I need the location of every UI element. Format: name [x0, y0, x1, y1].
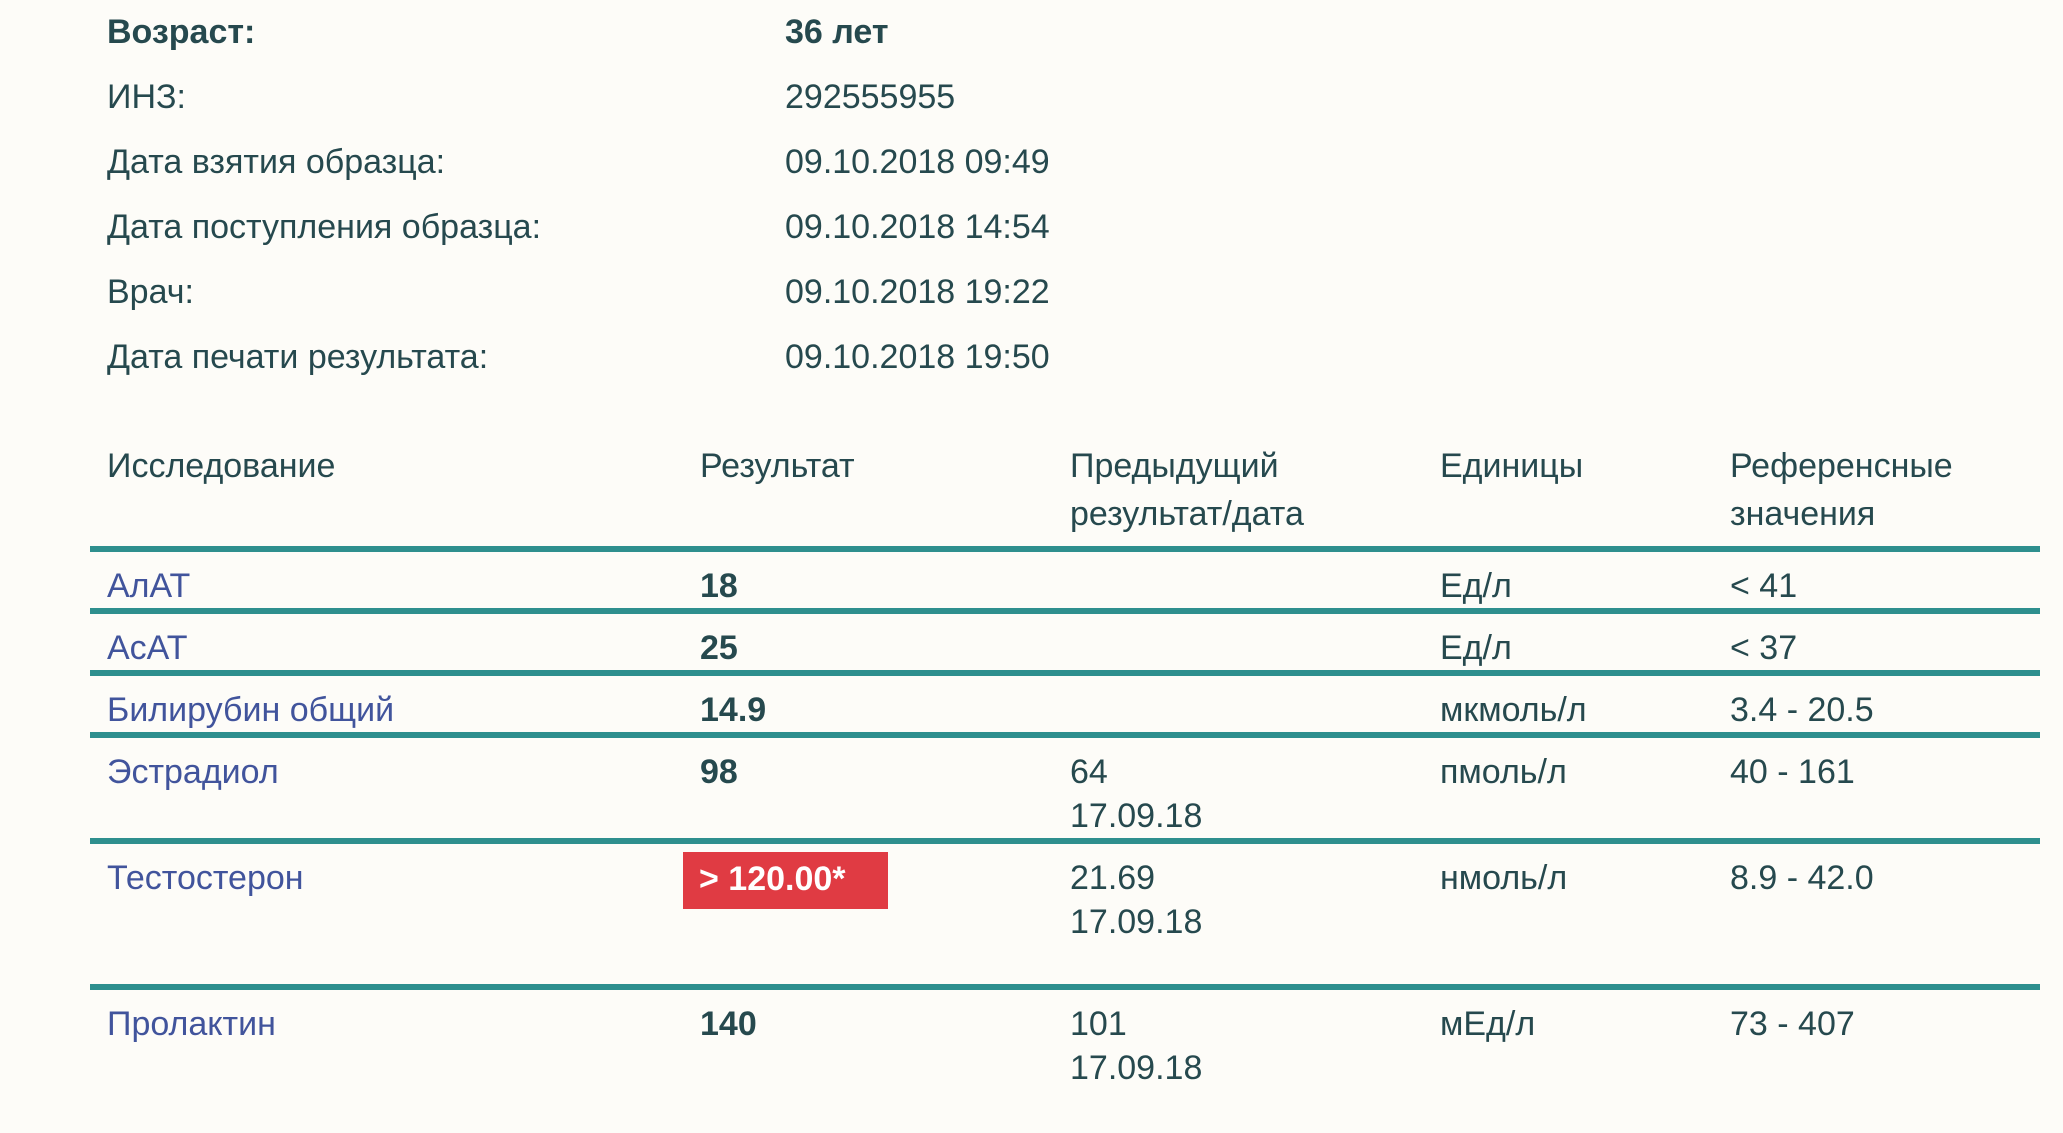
result-value: 18 — [700, 567, 738, 605]
info-label: Врач: — [107, 273, 194, 311]
test-name: АсАТ — [107, 629, 188, 667]
reference-value: < 41 — [1730, 567, 1798, 605]
info-label: Дата поступления образца: — [107, 208, 542, 246]
info-value: 09.10.2018 09:49 — [785, 143, 1050, 181]
previous-date: 17.09.18 — [1070, 1049, 1203, 1087]
info-value: 09.10.2018 19:22 — [785, 273, 1050, 311]
info-value: 292555955 — [785, 78, 956, 116]
table-header-row: Исследование Результат Предыдущий резуль… — [90, 442, 2040, 552]
header-result: Результат — [700, 442, 1070, 552]
previous-date: 17.09.18 — [1070, 903, 1203, 941]
header-reference: Референсные значения — [1730, 442, 2040, 552]
previous-date: 17.09.18 — [1070, 797, 1203, 835]
info-row-sample-taken: Дата взятия образца: 09.10.2018 09:49 — [107, 140, 2063, 205]
previous-value: 101 — [1070, 1005, 1127, 1043]
patient-info-section: Возраст: 36 лет ИНЗ: 292555955 Дата взят… — [0, 0, 2063, 400]
info-row-age: Возраст: 36 лет — [107, 10, 2063, 75]
table-row-estradiol: Эстрадиол 98 64 17.09.18 пмоль/л 40 - 16… — [90, 735, 2040, 841]
header-units: Единицы — [1440, 442, 1730, 552]
result-value: 140 — [700, 1005, 757, 1043]
info-row-print-date: Дата печати результата: 09.10.2018 19:50 — [107, 335, 2063, 400]
table-row-bilirubin: Билирубин общий 14.9 мкмоль/л 3.4 - 20.5 — [90, 673, 2040, 735]
info-label: Возраст: — [107, 13, 256, 51]
units-value: нмоль/л — [1440, 859, 1568, 897]
units-value: мкмоль/л — [1440, 691, 1587, 729]
units-value: мЕд/л — [1440, 1005, 1536, 1043]
info-label: ИНЗ: — [107, 78, 186, 116]
units-value: Ед/л — [1440, 567, 1512, 605]
test-name: Тестостерон — [107, 859, 304, 897]
test-name: Пролактин — [107, 1005, 276, 1043]
result-value: 14.9 — [700, 691, 767, 729]
test-name: Эстрадиол — [107, 753, 279, 791]
info-label: Дата взятия образца: — [107, 143, 446, 181]
info-label: Дата печати результата: — [107, 338, 489, 376]
table-row-asat: АсАТ 25 Ед/л < 37 — [90, 611, 2040, 673]
info-value: 09.10.2018 14:54 — [785, 208, 1050, 246]
result-value: 98 — [700, 753, 738, 791]
previous-value: 64 — [1070, 753, 1108, 791]
test-name: Билирубин общий — [107, 691, 395, 729]
table-row-alat: АлАТ 18 Ед/л < 41 — [90, 549, 2040, 611]
units-value: Ед/л — [1440, 629, 1512, 667]
reference-value: 3.4 - 20.5 — [1730, 691, 1874, 729]
table-row-prolactin: Пролактин 140 101 17.09.18 мЕд/л 73 - 40… — [90, 987, 2040, 1090]
info-row-doctor: Врач: 09.10.2018 19:22 — [107, 270, 2063, 335]
abnormal-result-highlight: > 120.00* — [683, 852, 888, 909]
header-test: Исследование — [90, 442, 700, 552]
info-value: 09.10.2018 19:50 — [785, 338, 1050, 376]
reference-value: < 37 — [1730, 629, 1798, 667]
result-value: 25 — [700, 629, 738, 667]
previous-value: 21.69 — [1070, 859, 1156, 897]
test-name: АлАТ — [107, 567, 191, 605]
results-table: Исследование Результат Предыдущий резуль… — [90, 442, 2040, 1090]
info-row-inz: ИНЗ: 292555955 — [107, 75, 2063, 140]
info-row-sample-received: Дата поступления образца: 09.10.2018 14:… — [107, 205, 2063, 270]
reference-value: 8.9 - 42.0 — [1730, 859, 1874, 897]
table-row-testosterone: Тестостерон > 120.00* 21.69 17.09.18 нмо… — [90, 841, 2040, 987]
units-value: пмоль/л — [1440, 753, 1567, 791]
reference-value: 73 - 407 — [1730, 1005, 1855, 1043]
header-previous: Предыдущий результат/дата — [1070, 442, 1440, 552]
info-value: 36 лет — [785, 13, 889, 51]
reference-value: 40 - 161 — [1730, 753, 1855, 791]
